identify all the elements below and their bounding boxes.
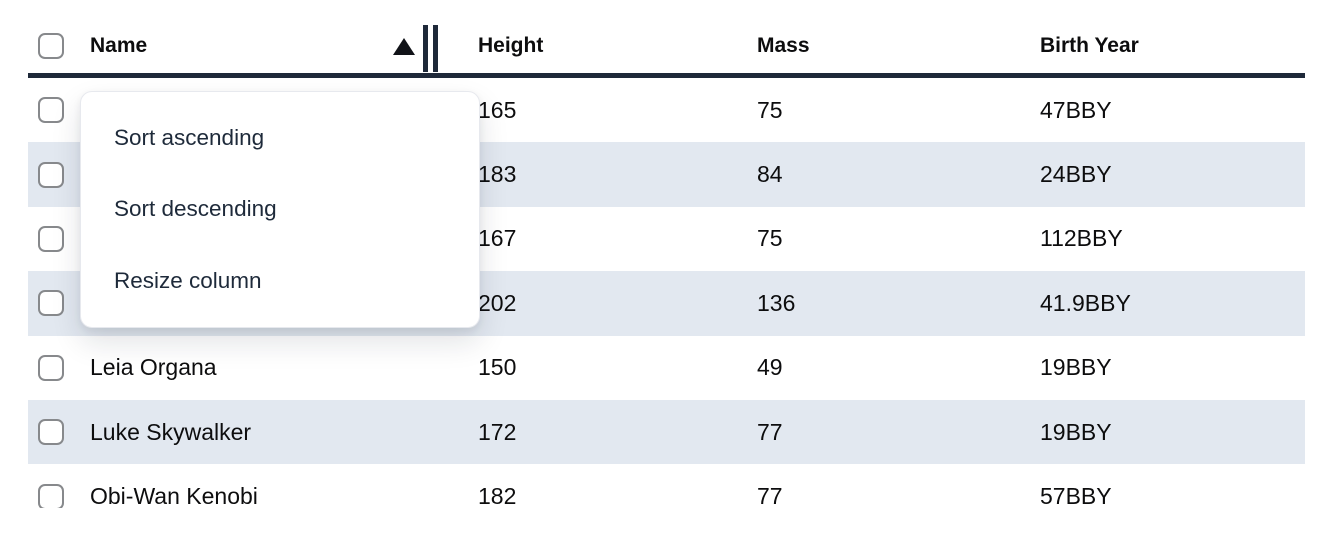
- menu-item-sort-ascending[interactable]: Sort ascending: [81, 102, 479, 174]
- column-header-mass[interactable]: Mass: [747, 19, 1030, 73]
- select-all-checkbox[interactable]: [38, 33, 64, 59]
- column-header-menu: Sort ascending Sort descending Resize colu…: [80, 91, 480, 328]
- column-header-name[interactable]: Name: [80, 19, 468, 73]
- row-checkbox-cell: [28, 354, 80, 381]
- mass-cell: 75: [757, 225, 783, 252]
- row-checkbox-cell: [28, 483, 80, 508]
- row-checkbox[interactable]: [38, 354, 64, 381]
- mass-cell: 77: [757, 418, 783, 445]
- row-checkbox[interactable]: [38, 419, 64, 446]
- column-header-height-label: Height: [478, 34, 544, 57]
- row-checkbox-cell: [28, 97, 80, 124]
- row-checkbox[interactable]: [38, 483, 64, 508]
- birth-year-cell: 47BBY: [1040, 96, 1112, 123]
- menu-item-resize-column[interactable]: Resize column: [81, 245, 479, 317]
- mass-cell: 77: [757, 483, 783, 508]
- mass-cell: 75: [757, 96, 783, 123]
- sort-ascending-icon: [393, 38, 415, 55]
- menu-item-sort-descending[interactable]: Sort descending: [81, 173, 479, 245]
- row-checkbox-cell: [28, 419, 80, 446]
- birth-year-cell: 24BBY: [1040, 161, 1112, 188]
- column-header-birth-year-label: Birth Year: [1040, 34, 1139, 57]
- mass-cell: 49: [757, 354, 783, 381]
- table-row: Leia Organa 150 49 19BBY: [28, 335, 1305, 400]
- column-header-name-label: Name: [90, 34, 148, 57]
- column-resize-handle[interactable]: [423, 25, 438, 72]
- birth-year-cell: 57BBY: [1040, 483, 1112, 508]
- name-cell: Obi-Wan Kenobi: [90, 483, 258, 508]
- height-cell: 183: [478, 161, 517, 188]
- height-cell: 167: [478, 225, 517, 252]
- table-row: Obi-Wan Kenobi 182 77 57BBY: [28, 464, 1305, 508]
- row-checkbox[interactable]: [38, 290, 64, 317]
- table-header-row: Name Height Mass Birth Year: [28, 19, 1305, 78]
- column-header-height[interactable]: Height: [468, 19, 747, 73]
- height-cell: 182: [478, 483, 517, 508]
- select-all-cell: [28, 33, 80, 59]
- birth-year-cell: 19BBY: [1040, 418, 1112, 445]
- row-checkbox-cell: [28, 225, 80, 252]
- height-cell: 150: [478, 354, 517, 381]
- table-row: Luke Skywalker 172 77 19BBY: [28, 399, 1305, 465]
- column-header-mass-label: Mass: [757, 34, 810, 57]
- mass-cell: 84: [757, 161, 783, 188]
- row-checkbox-cell: [28, 161, 80, 188]
- resize-handle-bar: [423, 25, 428, 72]
- row-checkbox-cell: [28, 290, 80, 317]
- name-cell: Luke Skywalker: [90, 418, 252, 445]
- name-cell: Leia Organa: [90, 354, 217, 381]
- height-cell: 165: [478, 96, 517, 123]
- birth-year-cell: 112BBY: [1040, 225, 1123, 252]
- mass-cell: 136: [757, 289, 796, 316]
- column-header-birth-year[interactable]: Birth Year: [1030, 19, 1305, 73]
- row-checkbox[interactable]: [38, 97, 64, 124]
- height-cell: 172: [478, 418, 517, 445]
- row-checkbox[interactable]: [38, 225, 64, 252]
- birth-year-cell: 41.9BBY: [1040, 289, 1131, 316]
- resize-handle-bar: [433, 25, 438, 72]
- height-cell: 202: [478, 289, 517, 316]
- birth-year-cell: 19BBY: [1040, 354, 1112, 381]
- row-checkbox[interactable]: [38, 161, 64, 188]
